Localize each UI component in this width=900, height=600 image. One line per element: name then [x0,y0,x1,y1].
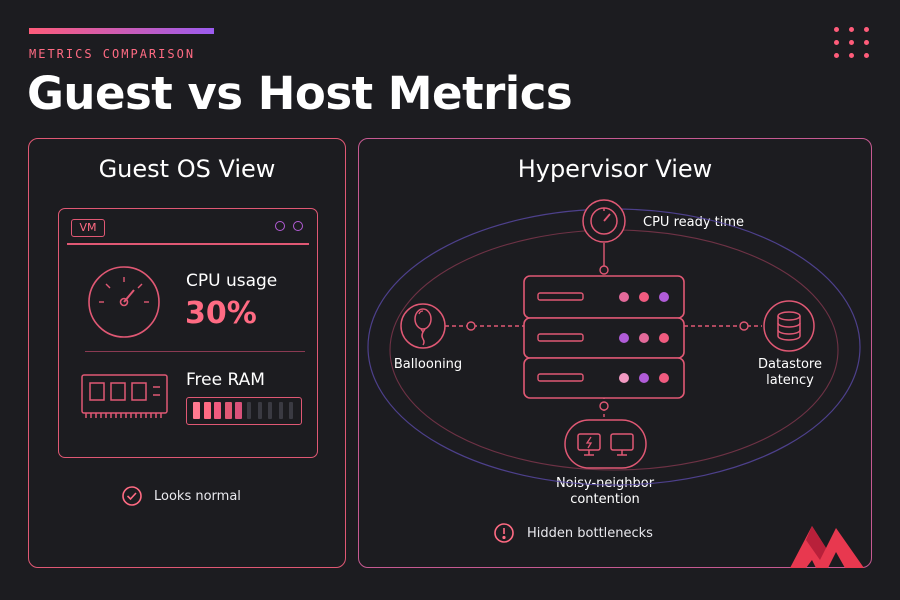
cpu-ready-label: CPU ready time [643,215,745,230]
hypervisor-panel-title: Hypervisor View [517,155,713,183]
guest-os-panel [28,138,346,568]
ram-meter-segment [268,402,272,419]
decor-dot [849,27,854,32]
vm-header-divider [67,243,309,245]
guest-panel-title: Guest OS View [98,155,276,183]
eyebrow-label: METRICS COMPARISON [29,47,196,61]
connector-lines [445,243,762,425]
guest-status-text: Looks normal [154,489,241,504]
decor-dot [849,53,854,58]
ram-meter-segment [257,402,262,419]
ram-meter-segment [224,402,232,419]
noisy-neighbor-monitors-icon [564,419,647,469]
ram-meter-segment [247,402,251,419]
cpu-usage-label: CPU usage [186,271,278,291]
hypervisor-panel [358,138,872,568]
vm-badge: VM [71,219,105,237]
check-circle-icon [122,486,142,506]
decor-dot [864,40,869,45]
vm-window: VM [58,208,318,458]
ram-meter-segment [203,402,211,419]
ram-meter-segment [289,402,293,419]
datastore-label-line2: latency [766,373,814,388]
accent-bar [29,28,214,34]
server-stack-icon [523,275,685,399]
ram-meter-segment [235,402,242,419]
database-icon [763,300,815,352]
brand-logo [790,526,864,568]
noisy-neighbor-label-line2: contention [570,492,640,507]
datastore-label-line1: Datastore [758,357,822,372]
ballooning-label: Ballooning [393,357,463,372]
speedometer-icon [88,266,160,338]
decor-dot [864,53,869,58]
decor-dot [834,40,839,45]
ram-meter-segment [193,402,200,419]
dots-grid-decoration [834,27,874,67]
ram-meter-segment [278,402,283,419]
free-ram-label: Free RAM [186,370,265,390]
balloon-icon [400,303,446,349]
free-ram-meter [186,397,302,425]
ram-meter-segment [214,402,221,419]
decor-dot [849,40,854,45]
window-button-icon [293,221,303,231]
window-button-icon [275,221,285,231]
decor-dot [864,27,869,32]
noisy-neighbor-label-line1: Noisy-neighbor [555,476,655,491]
cpu-usage-value: 30% [185,296,257,331]
host-status-text: Hidden bottlenecks [527,526,653,541]
vm-section-divider [85,351,305,352]
cpu-ready-gauge-icon [582,199,626,243]
page-title: Guest vs Host Metrics [27,67,573,120]
alert-circle-icon [494,523,514,543]
memory-module-icon [81,374,168,418]
decor-dot [834,27,839,32]
decor-dot [834,53,839,58]
